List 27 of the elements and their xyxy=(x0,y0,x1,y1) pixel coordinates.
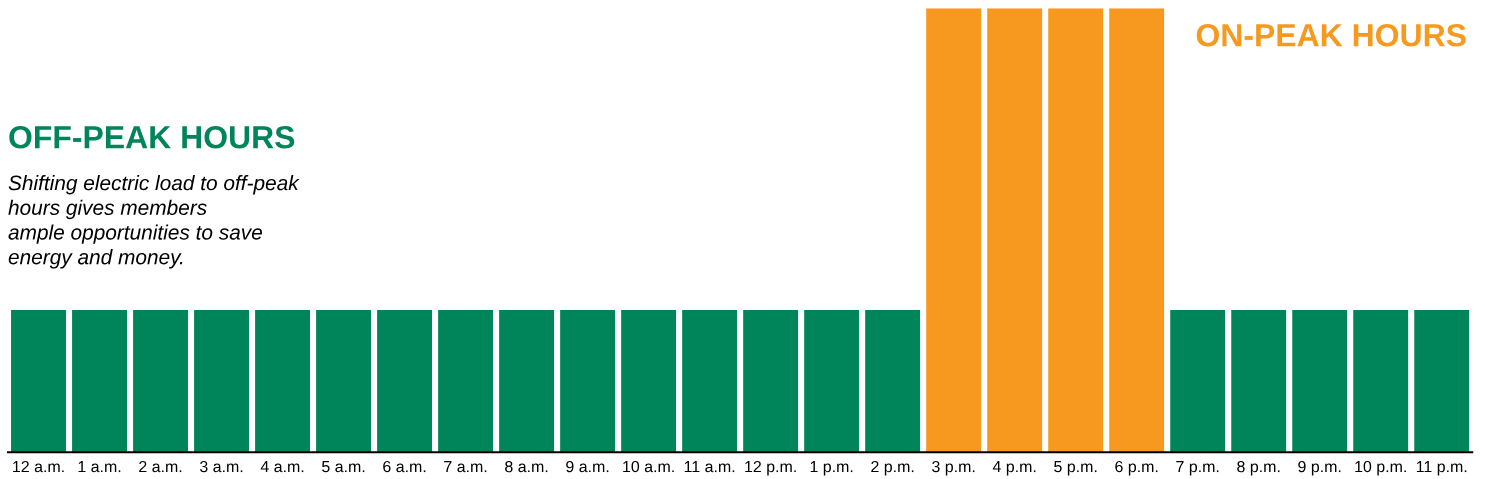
x-tick-label: 9 a.m. xyxy=(566,460,609,473)
x-tick-label: 1 a.m. xyxy=(78,461,121,473)
x-tick-label: 5 p.m. xyxy=(1054,461,1097,476)
x-tick-label: 7 p.m. xyxy=(1176,461,1219,476)
annotation: Shifting electric load to off-peak hours gives members ample opportunities to save energy and money. xyxy=(8,175,300,269)
x-tick-label: 6 a.m. xyxy=(383,460,426,473)
x-tick-label: 2 a.m. xyxy=(139,460,182,473)
x-tick-label: 8 a.m. xyxy=(505,460,548,473)
x-tick-label: 12 p.m. xyxy=(745,460,796,476)
text: OFF-PEAK HOURS xyxy=(9,125,295,149)
series-label: ON-PEAK HOURS xyxy=(1196,23,1466,47)
x-tick-label: 1 p.m. xyxy=(810,461,853,476)
x-tick-label: 7 a.m. xyxy=(444,461,487,473)
x-tick-label: 5 a.m. xyxy=(322,461,365,473)
x-tick-label: 2 p.m. xyxy=(871,460,914,476)
x-tick-label: 11 a.m. xyxy=(684,461,735,473)
x-tick-label: 11 p.m. xyxy=(1416,461,1467,476)
x-tick-label: 3 p.m. xyxy=(932,460,975,476)
x-tick-label: 4 a.m. xyxy=(260,461,304,473)
x-tick-label: 3 a.m. xyxy=(199,460,243,473)
x-tick-label: 9 p.m. xyxy=(1298,460,1341,476)
x-tick-label: 8 p.m. xyxy=(1237,460,1280,476)
x-tick-label: 10 a.m. xyxy=(623,460,674,473)
x-tick-label: 4 p.m. xyxy=(992,461,1036,476)
x-tick-label: 10 p.m. xyxy=(1355,460,1406,476)
x-tick-label: 12 a.m. xyxy=(13,460,64,473)
x-tick-label: 6 p.m. xyxy=(1115,460,1158,476)
